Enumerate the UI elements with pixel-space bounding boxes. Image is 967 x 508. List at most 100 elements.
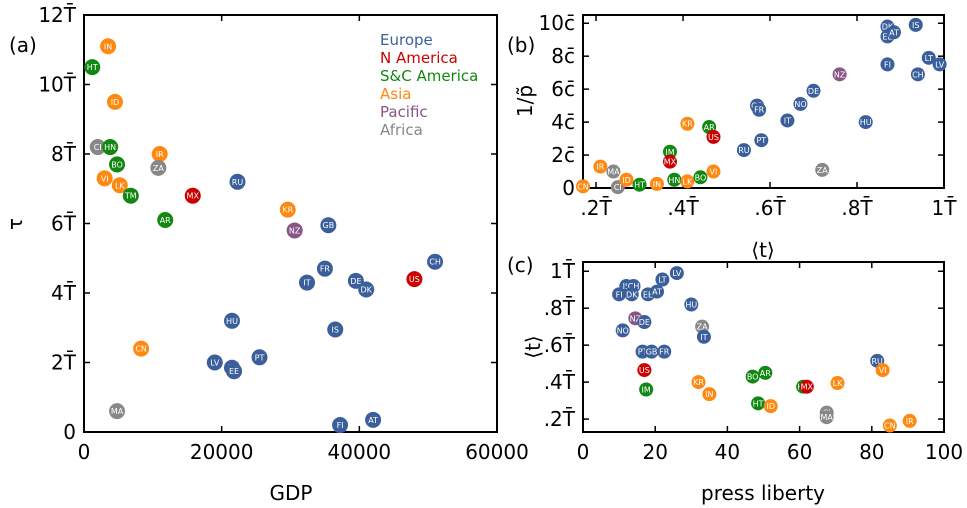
- x-tick-label: 100: [925, 440, 963, 464]
- data-points: CNIRMACIIDHTINIMMXHNLKKRARUSBOVIRUPTGBFR…: [576, 17, 947, 195]
- data-point-label: VI: [710, 168, 718, 177]
- data-point: [299, 274, 316, 291]
- data-point-label: GB: [646, 348, 658, 357]
- x-tick-label: 40000: [328, 440, 392, 464]
- panel-label: (a): [9, 33, 37, 57]
- y-tick-label: 12T̄: [38, 2, 76, 27]
- y-axis-label: τ: [3, 218, 27, 230]
- data-point-label: MX: [187, 192, 200, 201]
- data-point: [619, 172, 634, 187]
- data-point-label: EE: [229, 367, 239, 376]
- data-point-label: IR: [156, 150, 164, 159]
- y-tick-label: .8T̄: [544, 296, 576, 321]
- x-axis-label: press liberty: [701, 481, 825, 505]
- x-tick-label: 20000: [190, 440, 254, 464]
- data-point-label: CH: [429, 258, 441, 267]
- data-point-label: HU: [226, 317, 238, 326]
- data-point-label: LK: [683, 177, 693, 186]
- data-point-label: NO: [794, 100, 806, 109]
- data-point: [84, 59, 101, 76]
- x-tick-label: .6T̄: [754, 195, 786, 220]
- panel-label: (c): [507, 253, 534, 277]
- legend-entry: Asia: [380, 85, 411, 103]
- data-point: [223, 312, 240, 329]
- data-point-label: HT: [634, 181, 645, 190]
- data-point: [745, 369, 760, 384]
- data-point: [702, 387, 717, 402]
- x-tick-label: 60000: [465, 440, 529, 464]
- data-point-label: HN: [668, 176, 680, 185]
- data-point: [358, 281, 375, 298]
- data-point-label: LK: [833, 379, 843, 388]
- data-point: [691, 375, 706, 390]
- data-point: [806, 83, 821, 98]
- data-point: [758, 365, 773, 380]
- data-point-label: LT: [925, 54, 933, 63]
- y-tick-label: 0: [562, 176, 575, 200]
- data-point-label: ID: [622, 176, 631, 185]
- data-points: HTINIDCIHNBOVILKTMIRZAMXARRUCNMAHULVLTEE…: [84, 38, 444, 434]
- data-point: [365, 411, 382, 428]
- data-point: [669, 266, 684, 281]
- data-point-label: KR: [682, 120, 693, 129]
- data-point-label: BO: [111, 160, 123, 169]
- data-point: [657, 344, 672, 359]
- y-tick-label: 6T̄: [51, 211, 77, 236]
- data-point: [327, 321, 344, 338]
- data-point: [206, 354, 223, 371]
- data-point-label: ID: [766, 402, 775, 411]
- data-point-label: HN: [104, 143, 116, 152]
- data-point-label: CH: [628, 282, 640, 291]
- y-tick-label: .4T̄: [544, 369, 576, 394]
- data-point-label: IM: [665, 148, 674, 157]
- data-point: [122, 187, 139, 204]
- y-tick-label: 2T̄: [51, 350, 77, 375]
- data-point: [680, 116, 695, 131]
- y-tick-label: 10T̄: [38, 72, 76, 97]
- data-point-label: FR: [320, 265, 331, 274]
- data-point: [875, 363, 890, 378]
- data-point-label: ID: [111, 98, 120, 107]
- data-point: [763, 399, 778, 414]
- data-point-label: AR: [160, 216, 171, 225]
- legend-entry: N America: [380, 49, 458, 67]
- data-point-label: IT: [700, 333, 707, 342]
- data-point: [832, 67, 847, 82]
- x-tick-label: 1T̄: [932, 195, 958, 220]
- data-point: [89, 139, 106, 156]
- data-point: [736, 143, 751, 158]
- y-axis-label: 1/p̃: [513, 85, 537, 117]
- data-point-label: CI: [94, 143, 102, 152]
- data-point-label: DK: [361, 286, 373, 295]
- data-point-label: CN: [884, 422, 896, 431]
- data-point-label: CI: [614, 183, 622, 192]
- data-point: [706, 164, 721, 179]
- data-point-label: DE: [639, 318, 650, 327]
- data-point-label: AT: [652, 288, 662, 297]
- data-point-label: AR: [760, 369, 771, 378]
- data-point-label: AR: [704, 123, 715, 132]
- data-point-label: CN: [577, 182, 589, 191]
- data-point-label: ZA: [697, 323, 708, 332]
- data-point-label: IS: [912, 21, 919, 30]
- data-point: [106, 93, 123, 110]
- panel-a: 0 20000 40000 60000 0 2T̄ 4T̄ 6T̄ 8T̄ 10T̄ 12T̄ GDP…: [3, 2, 529, 505]
- data-point: [427, 253, 444, 270]
- data-point-label: LV: [935, 60, 945, 69]
- legend-entry: S&C America: [380, 67, 478, 85]
- plot-frame: [582, 14, 945, 189]
- data-point-label: FI: [616, 290, 623, 299]
- data-point: [406, 271, 423, 288]
- legend-entry: Europe: [380, 31, 433, 49]
- data-point-label: GB: [323, 221, 335, 230]
- y-tick-label: 1T̄: [550, 259, 576, 284]
- data-point-label: CH: [912, 70, 924, 79]
- y-tick-label: 2c̄: [551, 143, 575, 167]
- x-tick-label: .8T̄: [841, 195, 873, 220]
- data-point-label: HU: [685, 301, 697, 310]
- data-point: [593, 159, 608, 174]
- data-point: [780, 113, 795, 128]
- data-point: [133, 340, 150, 357]
- data-point: [693, 170, 708, 185]
